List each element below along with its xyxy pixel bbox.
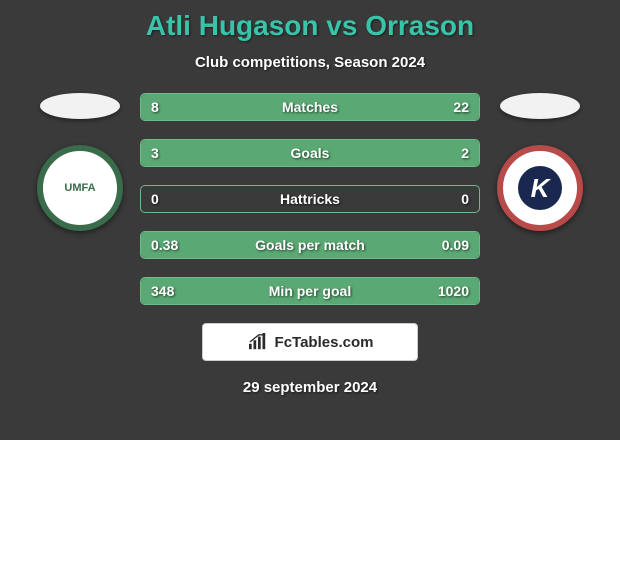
comparison-panel: Atli Hugason vs Orrason Club competition… [0, 0, 620, 440]
right-flag-icon [500, 93, 580, 119]
page-subtitle: Club competitions, Season 2024 [0, 54, 620, 71]
right-club-crest-icon: K [497, 145, 583, 231]
stat-label: Goals per match [141, 232, 479, 258]
stat-row-goals: 3 Goals 2 [140, 139, 480, 167]
stat-row-goals-per-match: 0.38 Goals per match 0.09 [140, 231, 480, 259]
page-title: Atli Hugason vs Orrason [0, 0, 620, 42]
stat-label: Matches [141, 94, 479, 120]
left-flag-icon [40, 93, 120, 119]
stats-column: 8 Matches 22 3 Goals 2 0 Hattricks 0 [140, 93, 480, 305]
snapshot-date: 29 september 2024 [0, 379, 620, 396]
left-side: UMFA [30, 93, 130, 231]
stat-label: Hattricks [141, 186, 479, 212]
stat-right-value: 2 [461, 140, 469, 166]
brand-badge[interactable]: FcTables.com [202, 323, 418, 361]
stat-right-value: 0.09 [442, 232, 469, 258]
brand-text: FcTables.com [275, 334, 374, 351]
stat-right-value: 1020 [438, 278, 469, 304]
stat-row-matches: 8 Matches 22 [140, 93, 480, 121]
left-crest-text: UMFA [64, 182, 95, 194]
stat-label: Min per goal [141, 278, 479, 304]
stat-right-value: 22 [453, 94, 469, 120]
bar-chart-icon [247, 333, 269, 351]
stat-row-min-per-goal: 348 Min per goal 1020 [140, 277, 480, 305]
content-row: UMFA 8 Matches 22 3 Goals 2 0 [0, 93, 620, 305]
stat-label: Goals [141, 140, 479, 166]
stat-row-hattricks: 0 Hattricks 0 [140, 185, 480, 213]
right-crest-letter: K [518, 166, 562, 210]
right-side: K [490, 93, 590, 231]
left-club-crest-icon: UMFA [37, 145, 123, 231]
stat-right-value: 0 [461, 186, 469, 212]
